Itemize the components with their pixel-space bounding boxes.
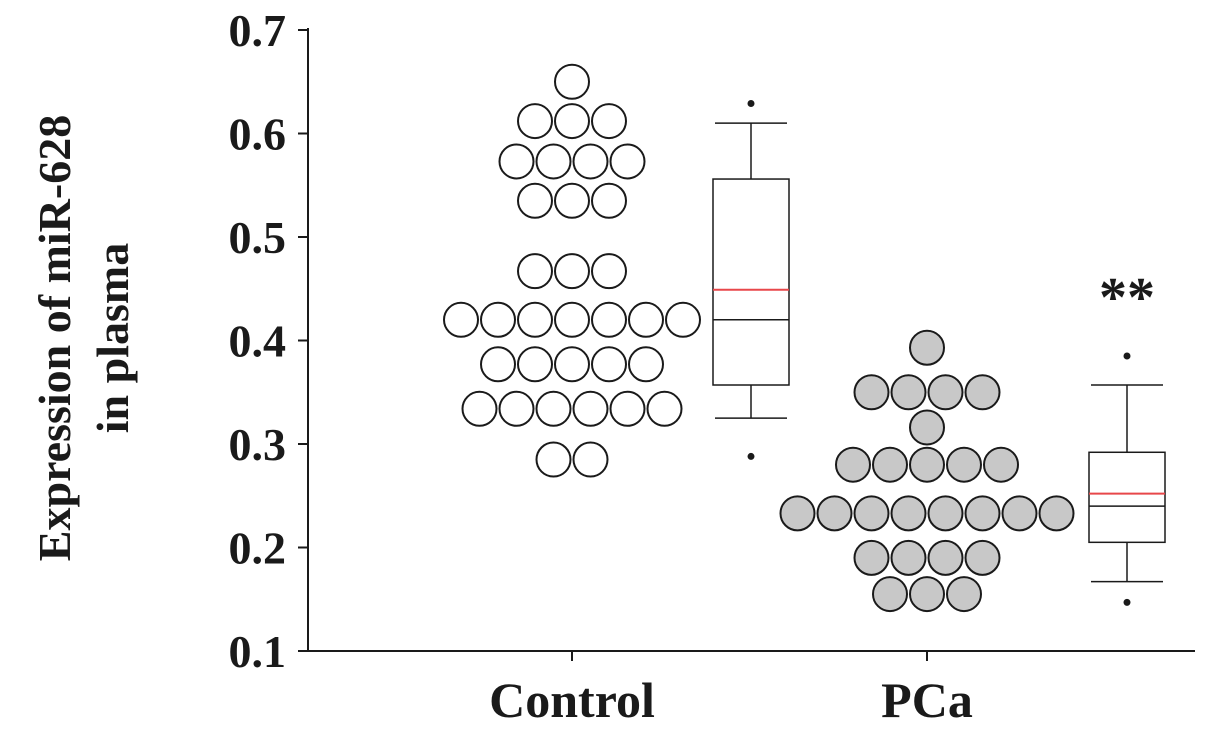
y-tick-label: 0.3: [229, 419, 287, 470]
data-point-pca: [779, 495, 816, 532]
y-axis-title-line-2: in plasma: [87, 243, 138, 433]
data-point-pca: [927, 374, 964, 411]
x-axis-ticks: Control PCa: [489, 651, 973, 728]
data-point-pca: [816, 495, 853, 532]
data-point-control: [554, 103, 590, 140]
box-iqr: [712, 178, 790, 386]
data-point-control: [517, 103, 553, 140]
data-point-control: [554, 253, 590, 290]
box-plots: [712, 99, 1166, 606]
box-plot-pca: [1088, 352, 1166, 606]
data-point-control: [517, 182, 553, 219]
data-point-pca: [1038, 495, 1075, 532]
y-axis-title: Expression of miR-628 in plasma: [29, 115, 138, 561]
y-tick-label: 0.4: [229, 316, 287, 367]
data-point-control: [591, 253, 627, 290]
data-point-pca: [927, 495, 964, 532]
data-point-pca: [835, 446, 871, 483]
data-point-pca: [872, 446, 908, 483]
data-point-control: [480, 346, 516, 383]
data-point-pca: [853, 539, 890, 576]
box-iqr: [1088, 451, 1166, 544]
data-point-pca: [964, 539, 1001, 576]
x-tick-label: Control: [489, 672, 655, 728]
data-point-control: [591, 346, 627, 383]
data-point-control: [535, 390, 572, 427]
data-point-pca: [890, 374, 927, 411]
y-tick-label: 0.6: [229, 109, 287, 160]
data-point-pca: [964, 374, 1001, 411]
data-point-control: [628, 301, 664, 338]
box-plot-control: [712, 99, 790, 460]
data-point-pca: [853, 374, 890, 411]
data-point-control: [498, 390, 535, 427]
data-point-control: [628, 346, 664, 383]
y-tick-label: 0.2: [229, 523, 287, 574]
data-point-control: [609, 390, 646, 427]
annotations: **: [1099, 267, 1155, 329]
data-point-pca: [909, 576, 945, 613]
data-point-control: [591, 103, 627, 140]
outlier-point: [1123, 598, 1131, 606]
outlier-point: [1123, 352, 1131, 360]
data-point-control: [480, 301, 516, 338]
data-points: [443, 63, 1075, 613]
data-point-pca: [964, 495, 1001, 532]
y-axis-ticks: 0.7 0.6 0.5 0.4 0.3 0.2 0.1: [229, 5, 308, 677]
data-point-control: [535, 143, 572, 180]
data-point-control: [646, 390, 683, 427]
y-tick-label: 0.7: [229, 5, 287, 56]
data-point-control: [554, 63, 590, 100]
data-point-control: [461, 390, 498, 427]
data-point-pca: [1001, 495, 1038, 532]
data-point-control: [535, 441, 572, 478]
data-point-pca: [909, 409, 945, 446]
data-point-control: [517, 346, 553, 383]
y-tick-label: 0.5: [229, 212, 287, 263]
data-point-control: [591, 182, 627, 219]
data-point-pca: [872, 576, 908, 613]
data-point-control: [554, 346, 590, 383]
data-point-pca: [890, 539, 927, 576]
outlier-point: [747, 99, 755, 107]
significance-marker: **: [1099, 267, 1155, 329]
data-point-control: [498, 143, 535, 180]
data-point-control: [591, 301, 627, 338]
data-point-pca: [909, 446, 945, 483]
data-point-control: [517, 301, 553, 338]
data-point-pca: [946, 576, 982, 613]
x-tick-label: PCa: [881, 672, 973, 728]
data-point-control: [665, 301, 701, 338]
data-point-pca: [890, 495, 927, 532]
data-point-control: [572, 143, 609, 180]
data-point-pca: [946, 446, 982, 483]
data-point-control: [443, 301, 479, 338]
data-point-control: [572, 390, 609, 427]
outlier-point: [747, 452, 755, 460]
data-point-control: [554, 182, 590, 219]
data-point-control: [517, 253, 553, 290]
y-axis-title-line-1: Expression of miR-628: [29, 115, 80, 561]
y-tick-label: 0.1: [229, 626, 287, 677]
data-point-pca: [983, 446, 1019, 483]
data-point-pca: [927, 539, 964, 576]
data-point-pca: [853, 495, 890, 532]
data-point-pca: [909, 329, 945, 366]
data-point-control: [554, 301, 590, 338]
data-point-control: [609, 143, 646, 180]
data-point-control: [572, 441, 609, 478]
